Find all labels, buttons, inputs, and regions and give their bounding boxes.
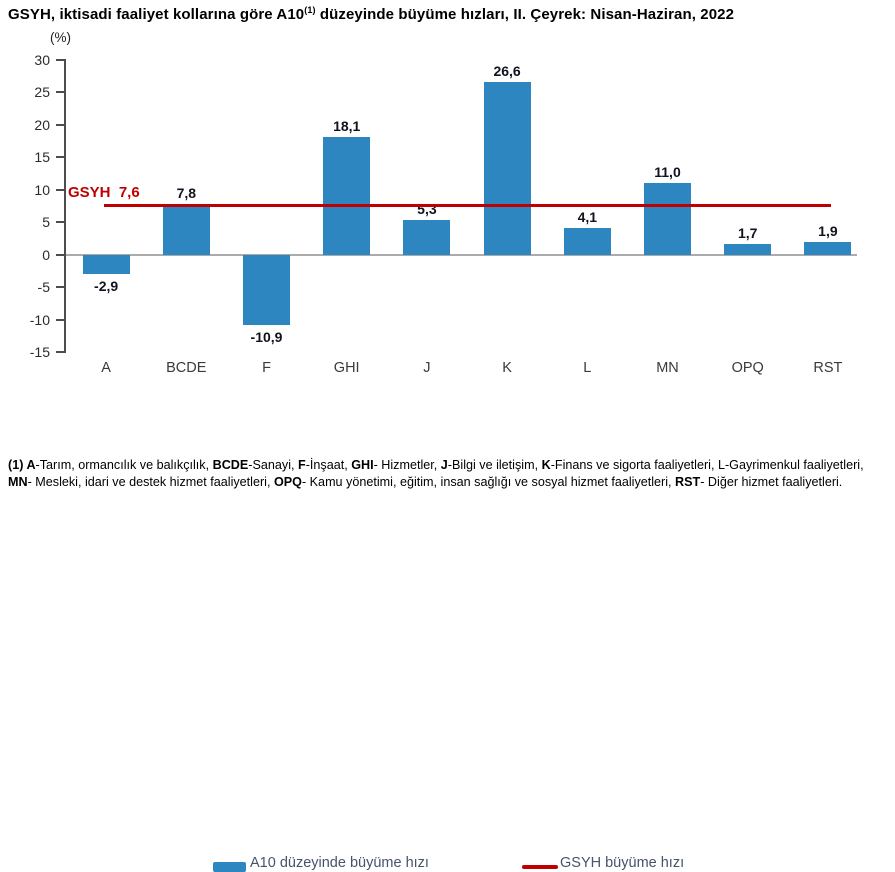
footnote-line: MN- Mesleki, idari ve destek hizmet faal… <box>8 474 890 491</box>
footnote-segment: A <box>26 458 36 472</box>
bar <box>804 242 852 255</box>
footnote-segment: OPQ <box>273 474 302 489</box>
bar-value-label: 18,1 <box>333 118 361 135</box>
bar-value-label: 11,0 <box>654 164 681 181</box>
footnote-segment: -Tarım, ormancılık ve balıkçılık, <box>35 458 213 472</box>
footnote-segment: -Bilgi ve iletişim, <box>447 458 542 472</box>
y-axis-tick-label: 30 <box>34 52 50 69</box>
bar <box>563 228 611 255</box>
y-axis-tick-mark <box>56 318 64 321</box>
bar-value-label: 7,8 <box>176 185 197 202</box>
footnote-segment: - Hizmetler, <box>373 458 441 472</box>
footnote-segment: (1) <box>8 458 27 472</box>
bar <box>162 204 210 255</box>
footnote-segment: - Kamu yönetimi, eğitim, insan sağlığı v… <box>301 474 676 489</box>
legend-line-label: GSYH büyüme hızı <box>560 855 685 871</box>
x-axis-label: K <box>502 360 512 376</box>
y-axis-tick-mark <box>56 253 64 256</box>
y-axis-tick-mark <box>56 156 64 159</box>
bar-value-label: -10,9 <box>250 329 283 346</box>
footnote-segment: MN <box>8 474 28 489</box>
x-axis-label: F <box>262 360 271 376</box>
footnote-segment: F <box>298 458 306 472</box>
x-axis-label: J <box>423 360 431 376</box>
footnote: (1) A-Tarım, ormancılık ve balıkçılık, B… <box>8 457 890 490</box>
x-axis-label: L <box>583 360 592 376</box>
x-axis-line <box>66 253 857 256</box>
footnote-segment: -Sanayi, <box>248 458 298 472</box>
y-axis-tick-mark <box>56 123 64 126</box>
bar-value-label: 1,9 <box>818 223 838 240</box>
y-axis-tick-label: 25 <box>34 84 50 101</box>
chart-title-suffix: düzeyinde büyüme hızları, II. Çeyrek: Ni… <box>315 6 735 23</box>
footnote-segment: BCDE <box>212 458 249 472</box>
gsyh-reference-label: GSYH 7,6 <box>68 184 140 202</box>
bar <box>323 137 371 255</box>
bar-value-label: 4,1 <box>577 209 598 226</box>
y-axis-tick-label: -5 <box>37 279 50 296</box>
footnote-line: (1) A-Tarım, ormancılık ve balıkçılık, B… <box>8 457 890 474</box>
x-axis-label: BCDE <box>166 360 207 376</box>
footnote-segment: K <box>541 458 551 472</box>
y-axis-tick-label: 5 <box>42 214 50 231</box>
x-axis-label: A <box>101 360 111 376</box>
footnote-segment: RST <box>675 474 701 489</box>
bar <box>82 254 130 274</box>
legend-line-swatch-icon <box>522 865 558 869</box>
legend-bar-label: A10 düzeyinde büyüme hızı <box>250 855 429 871</box>
footnote-segment: - Diğer hizmet faaliyetleri. <box>700 474 843 489</box>
chart-title-text: GSYH, iktisadi faaliyet kollarına göre A… <box>8 6 305 23</box>
y-axis-tick-label: 0 <box>42 246 50 263</box>
bar <box>403 220 451 255</box>
y-axis-tick-mark <box>56 221 64 224</box>
y-axis-tick-mark <box>56 59 64 62</box>
footnote-segment: L-Gayrimenkul faaliyetleri, <box>717 458 864 472</box>
y-axis-tick-label: 10 <box>34 181 50 198</box>
bar <box>724 243 772 255</box>
bar-value-label: 1,7 <box>737 224 758 241</box>
x-axis-label: RST <box>813 360 843 376</box>
y-axis-tick-mark <box>56 351 64 354</box>
legend: A10 düzeyinde büyüme hızı GSYH büyüme hı… <box>0 425 895 872</box>
footnote-segment: -Finans ve sigorta faaliyetleri, <box>550 458 718 472</box>
y-axis-tick-label: -15 <box>29 344 50 361</box>
y-axis-tick-mark <box>56 91 64 94</box>
x-axis-label: GHI <box>333 360 360 376</box>
x-axis-label: OPQ <box>731 360 764 376</box>
legend-bar-swatch-icon <box>213 862 246 872</box>
bar-value-label: -2,9 <box>94 277 119 294</box>
footnote-segment: - Mesleki, idari ve destek hizmet faaliy… <box>27 474 274 489</box>
footnote-segment: J <box>440 458 448 472</box>
x-axis-label: MN <box>656 360 679 376</box>
gsyh-reference-line <box>104 203 831 207</box>
chart-title-footnote-marker: (1) <box>304 5 316 15</box>
y-axis-unit-label: (%) <box>50 30 71 45</box>
bar <box>483 82 531 255</box>
bar <box>243 254 290 326</box>
plot-area: 30 25 20 15 10 5 0 -5 -10 -15 -2,9 A 7,8 BCDE -10,9 F 18… <box>0 0 895 420</box>
y-axis-tick-label: 15 <box>34 149 50 166</box>
footnote-segment: -İnşaat, <box>305 458 352 472</box>
y-axis-line <box>64 59 66 354</box>
chart-title: GSYH, iktisadi faaliyet kollarına göre A… <box>8 5 888 23</box>
bar-value-label: 26,6 <box>493 63 521 80</box>
y-axis-tick-label: -10 <box>29 311 50 328</box>
y-axis-tick-label: 20 <box>34 116 50 133</box>
bar <box>644 183 691 255</box>
y-axis-tick-mark <box>56 286 64 289</box>
footnote-segment: GHI <box>351 458 374 472</box>
y-axis-tick-mark <box>56 188 64 191</box>
